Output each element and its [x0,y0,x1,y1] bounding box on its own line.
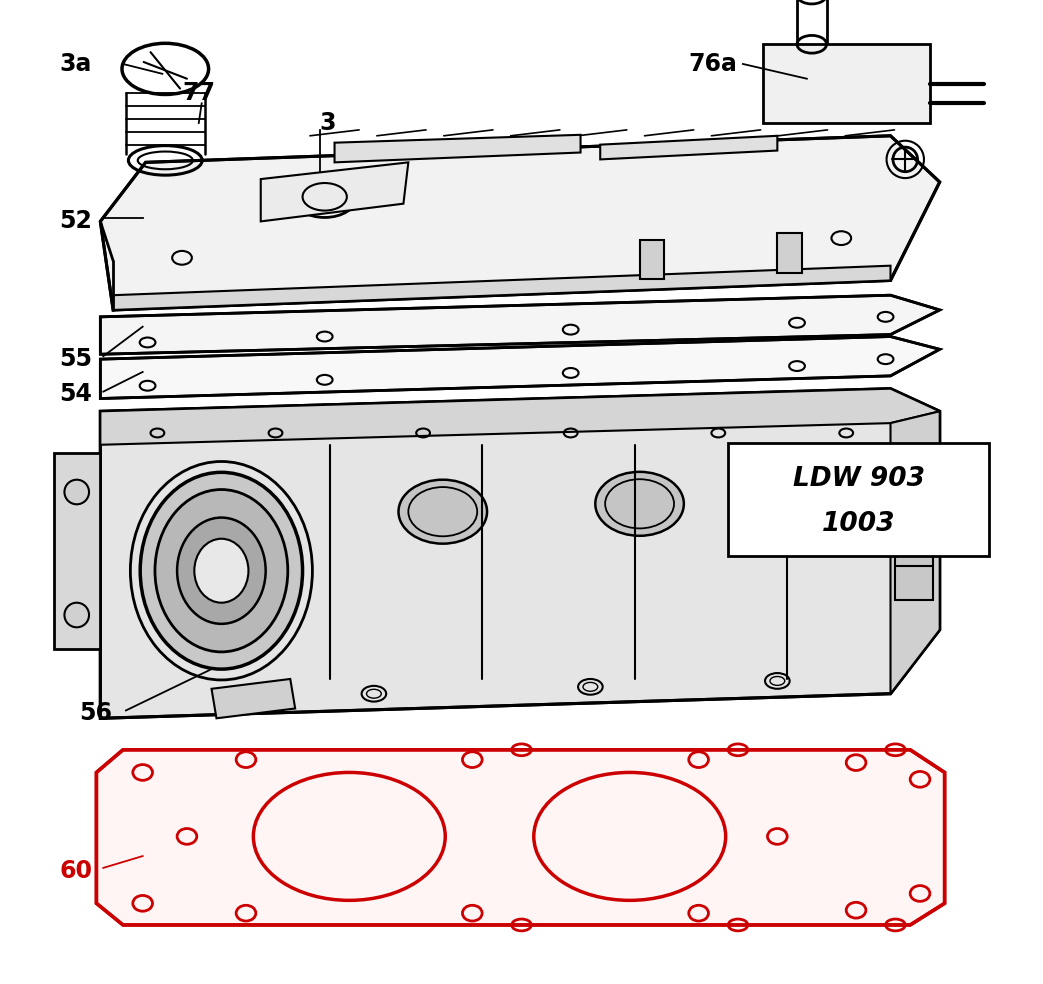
Text: LDW 903: LDW 903 [793,466,924,492]
Text: TECHNIDISC: TECHNIDISC [247,433,796,512]
Ellipse shape [65,602,89,628]
Text: DES PIÈCES DE RECHANGE: DES PIÈCES DE RECHANGE [409,573,634,588]
Text: LA RÉFÉRENCE: LA RÉFÉRENCE [441,536,602,556]
Polygon shape [600,136,777,159]
Polygon shape [100,389,940,718]
Ellipse shape [155,489,288,651]
Ellipse shape [398,479,487,543]
Polygon shape [100,337,940,399]
Text: 76a: 76a [688,52,737,76]
Text: 77: 77 [183,82,215,105]
Polygon shape [54,453,100,649]
Text: 3: 3 [320,111,336,135]
Polygon shape [100,295,940,354]
Polygon shape [100,136,940,310]
Text: 55: 55 [59,347,92,371]
Polygon shape [100,389,940,445]
Text: 1003: 1003 [822,512,895,537]
Text: 56: 56 [78,702,112,725]
Ellipse shape [177,518,266,624]
Text: 52: 52 [59,210,92,233]
Polygon shape [891,411,940,694]
Polygon shape [335,135,581,162]
Text: 54: 54 [59,382,92,405]
Ellipse shape [194,539,248,602]
Ellipse shape [596,471,684,535]
Text: www.technidisc-ont-.com: www.technidisc-ont-.com [422,638,621,651]
Ellipse shape [65,479,89,504]
Text: 3a: 3a [59,52,92,76]
Polygon shape [113,266,891,310]
Ellipse shape [773,465,860,529]
Polygon shape [762,44,930,123]
Bar [639,240,664,279]
Bar [777,233,802,273]
Bar [896,536,932,600]
Text: 60: 60 [59,859,92,883]
Polygon shape [212,679,295,718]
Ellipse shape [140,472,302,669]
Polygon shape [96,750,945,925]
Polygon shape [261,162,409,221]
Bar [728,443,989,556]
